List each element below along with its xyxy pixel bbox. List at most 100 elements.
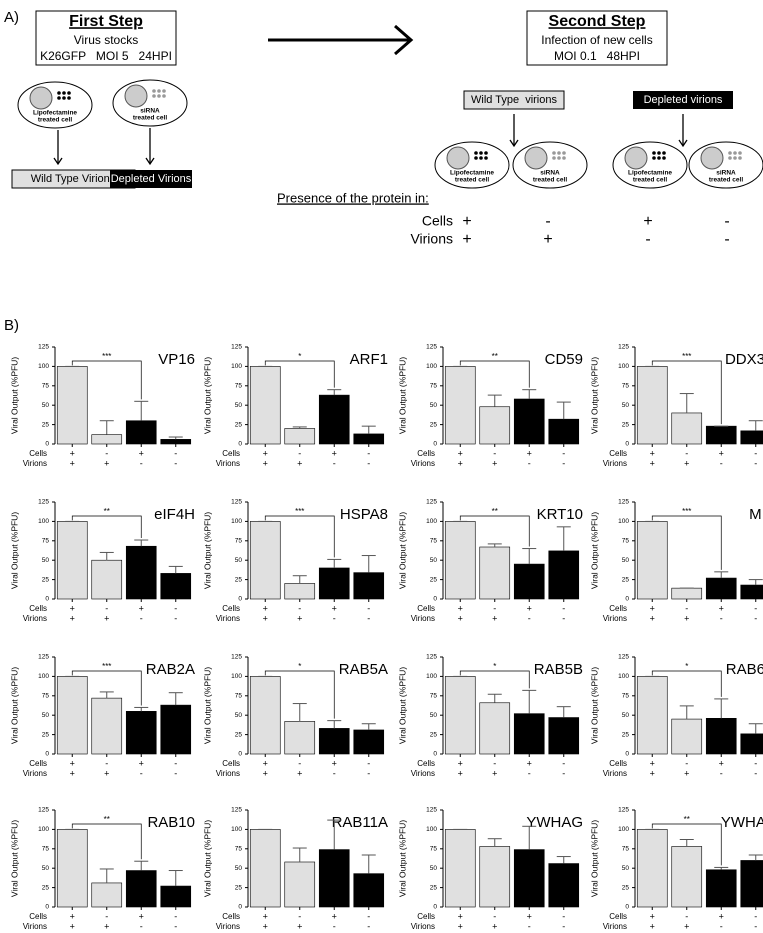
x-tick-label: - [105, 911, 108, 921]
virion-dot [157, 89, 161, 93]
bar [548, 863, 580, 908]
x-tick-label: + [492, 921, 497, 931]
x-tick-label: + [332, 448, 337, 458]
virion-dot [162, 94, 166, 98]
significance-bracket [651, 670, 722, 697]
y-tick-label: 0 [625, 441, 629, 448]
x-tick-label: - [562, 758, 565, 768]
bar [513, 398, 545, 445]
significance-bracket [459, 670, 530, 689]
x-tick-label: - [367, 603, 370, 613]
bar [284, 583, 316, 600]
row-label: Virions [603, 922, 627, 931]
virion-dot [162, 89, 166, 93]
bar [444, 521, 476, 600]
step-text: Virus stocks [74, 33, 138, 47]
sign: + [543, 231, 552, 248]
bar [671, 587, 703, 600]
x-tick-label: - [298, 758, 301, 768]
virion-dot [728, 151, 732, 155]
x-tick-label: - [754, 921, 757, 931]
row-label: Virions [216, 922, 240, 931]
x-tick-label: - [754, 613, 757, 623]
virion-dot [562, 156, 566, 160]
row-label: Virions [411, 769, 435, 778]
x-tick-label: + [139, 603, 144, 613]
y-tick-label: 0 [625, 596, 629, 603]
y-tick-label: 50 [42, 402, 50, 409]
x-tick-label: + [263, 458, 268, 468]
x-tick-label: - [298, 911, 301, 921]
row-label: Cells [422, 213, 453, 229]
y-tick-label: 0 [433, 441, 437, 448]
y-axis-label: Viral Output (%PFU) [589, 357, 599, 434]
x-tick-label: - [140, 768, 143, 778]
sign: - [724, 231, 729, 248]
x-tick-label: + [70, 768, 75, 778]
bar [636, 676, 668, 755]
y-tick-label: 100 [618, 363, 629, 370]
x-tick-label: - [140, 613, 143, 623]
y-axis-label: Viral Output (%PFU) [397, 667, 407, 744]
virion-dot [557, 156, 561, 160]
x-tick-label: - [367, 768, 370, 778]
y-tick-label: 25 [430, 421, 438, 428]
virion-dot [557, 151, 561, 155]
chart-title: eIF4H [154, 506, 195, 523]
bar [671, 718, 703, 755]
x-tick-label: + [139, 448, 144, 458]
cell-label: treated cell [709, 177, 744, 184]
bar [249, 521, 281, 600]
x-tick-label: + [458, 911, 463, 921]
bar [125, 545, 157, 600]
x-tick-label: - [333, 921, 336, 931]
row-label: Virions [410, 231, 453, 247]
y-tick-label: 50 [622, 712, 630, 719]
x-tick-label: + [684, 921, 689, 931]
x-tick-label: + [527, 603, 532, 613]
y-tick-label: 75 [430, 383, 438, 390]
row-label: Cells [609, 759, 627, 768]
virion-dot [733, 156, 737, 160]
y-tick-label: 50 [235, 557, 243, 564]
chart-title: RAB6A [726, 661, 763, 678]
x-tick-label: - [105, 603, 108, 613]
x-tick-label: - [754, 911, 757, 921]
x-tick-label: + [297, 458, 302, 468]
x-tick-label: + [104, 921, 109, 931]
row-label: Cells [417, 604, 435, 613]
row-label: Cells [29, 604, 47, 613]
x-tick-label: + [527, 758, 532, 768]
y-axis-label: Viral Output (%PFU) [589, 820, 599, 897]
x-tick-label: - [174, 911, 177, 921]
bar [125, 711, 157, 755]
y-tick-label: 125 [618, 807, 629, 814]
x-tick-label: - [174, 603, 177, 613]
significance-bracket [651, 360, 722, 425]
chart: RAB5A Viral Output (%PFU) 0 25 50 75 100 125 Cel… [202, 654, 388, 779]
virion-dot [157, 94, 161, 98]
y-tick-label: 50 [622, 557, 630, 564]
x-tick-label: + [458, 448, 463, 458]
virion-dot [57, 91, 61, 95]
y-tick-label: 75 [42, 383, 50, 390]
y-tick-label: 0 [625, 904, 629, 911]
y-tick-label: 25 [622, 576, 630, 583]
x-tick-label: + [70, 603, 75, 613]
cell-label: treated cell [455, 177, 490, 184]
y-tick-label: 75 [622, 383, 630, 390]
bar [671, 412, 703, 445]
row-label: Cells [222, 759, 240, 768]
x-tick-label: + [492, 768, 497, 778]
step-text: Infection of new cells [541, 33, 652, 47]
x-tick-label: - [493, 603, 496, 613]
y-axis-label: Viral Output (%PFU) [397, 512, 407, 589]
y-tick-label: 0 [45, 751, 49, 758]
y-axis-label: Viral Output (%PFU) [589, 512, 599, 589]
x-tick-label: - [720, 921, 723, 931]
y-tick-label: 100 [38, 363, 49, 370]
significance-bracket [264, 515, 335, 558]
y-tick-label: 50 [430, 865, 438, 872]
